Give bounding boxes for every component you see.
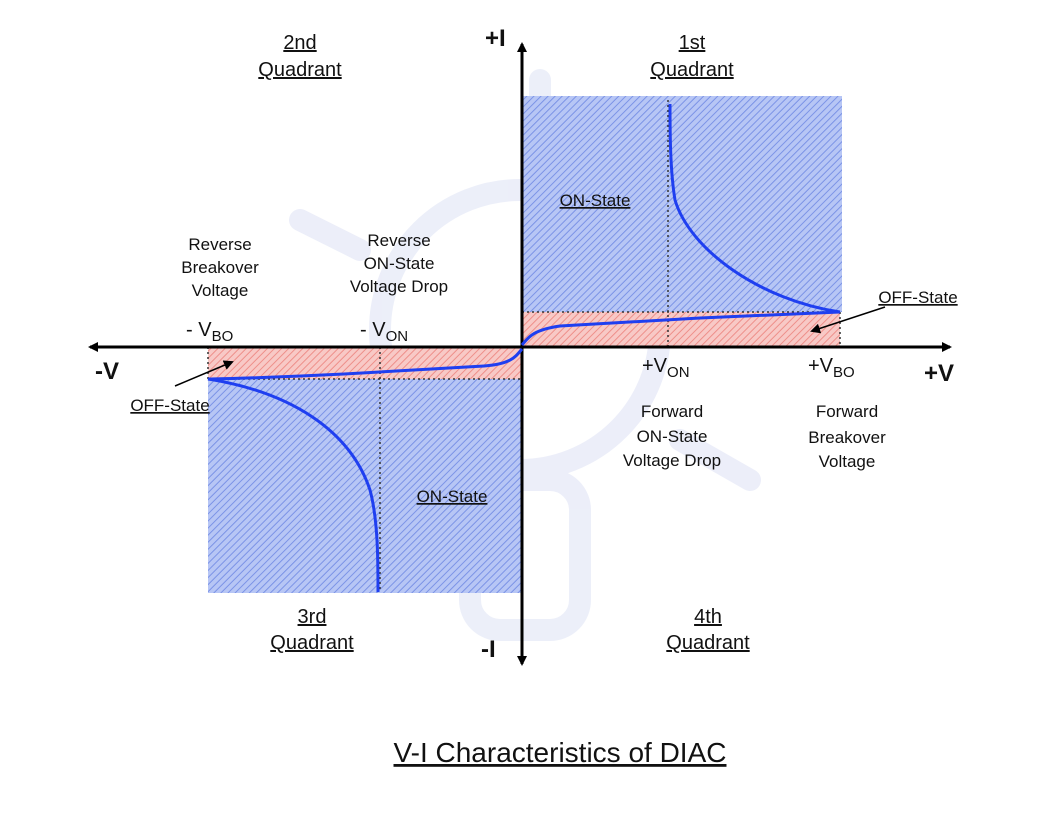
quadrant-1-ordinal: 1st <box>679 32 706 54</box>
svg-text:Reverse: Reverse <box>188 235 251 254</box>
diagram-title: V-I Characteristics of DIAC <box>394 737 727 768</box>
pos-von-label: +VON <box>642 355 690 381</box>
svg-text:ON-State: ON-State <box>364 254 435 273</box>
diac-curve-q1 <box>520 103 841 346</box>
off-state-label-left: OFF-State <box>130 396 209 415</box>
quadrant-2-ordinal: 2nd <box>283 32 316 54</box>
axis-label-neg-v: -V <box>95 358 119 385</box>
on-region-q3 <box>208 379 522 593</box>
svg-text:Forward: Forward <box>816 402 878 421</box>
off-region-q1 <box>522 312 840 347</box>
quadrant-3-ordinal: 3rd <box>298 606 327 628</box>
on-state-label-q1: ON-State <box>560 191 631 210</box>
reverse-on-drop-text: Reverse ON-State Voltage Drop <box>350 231 448 296</box>
reverse-breakover-text: Reverse Breakover Voltage <box>181 235 259 300</box>
forward-on-drop-text: Forward ON-State Voltage Drop <box>623 402 721 470</box>
svg-text:Breakover: Breakover <box>808 428 886 447</box>
guide-lines <box>207 100 841 590</box>
on-state-label-q3: ON-State <box>417 487 488 506</box>
svg-text:Voltage: Voltage <box>192 281 249 300</box>
quadrant-1-word: Quadrant <box>650 59 734 81</box>
diac-curve-q3 <box>207 348 524 593</box>
quadrant-4-ordinal: 4th <box>694 606 722 628</box>
svg-text:Voltage: Voltage <box>819 452 876 471</box>
quadrant-2-word: Quadrant <box>258 59 342 81</box>
neg-vbo-label: - VBO <box>186 319 233 345</box>
svg-text:Voltage Drop: Voltage Drop <box>623 451 721 470</box>
svg-text:Forward: Forward <box>641 402 703 421</box>
off-state-pointer-right <box>810 306 886 334</box>
neg-von-label: - VON <box>360 319 408 345</box>
off-state-pointer-left <box>174 360 234 387</box>
svg-text:Voltage Drop: Voltage Drop <box>350 277 448 296</box>
axis-label-neg-i: -I <box>481 636 496 663</box>
axis-label-pos-i: +I <box>485 25 506 52</box>
quadrant-4-word: Quadrant <box>666 632 750 654</box>
svg-text:Breakover: Breakover <box>181 258 259 277</box>
svg-text:ON-State: ON-State <box>637 427 708 446</box>
off-state-label-right: OFF-State <box>878 288 957 307</box>
on-region-q1 <box>522 96 842 312</box>
svg-text:Reverse: Reverse <box>367 231 430 250</box>
quadrant-3-word: Quadrant <box>270 632 354 654</box>
forward-breakover-text: Forward Breakover Voltage <box>808 402 886 471</box>
pos-vbo-label: +VBO <box>808 355 855 381</box>
axis-label-pos-v: +V <box>924 360 954 387</box>
